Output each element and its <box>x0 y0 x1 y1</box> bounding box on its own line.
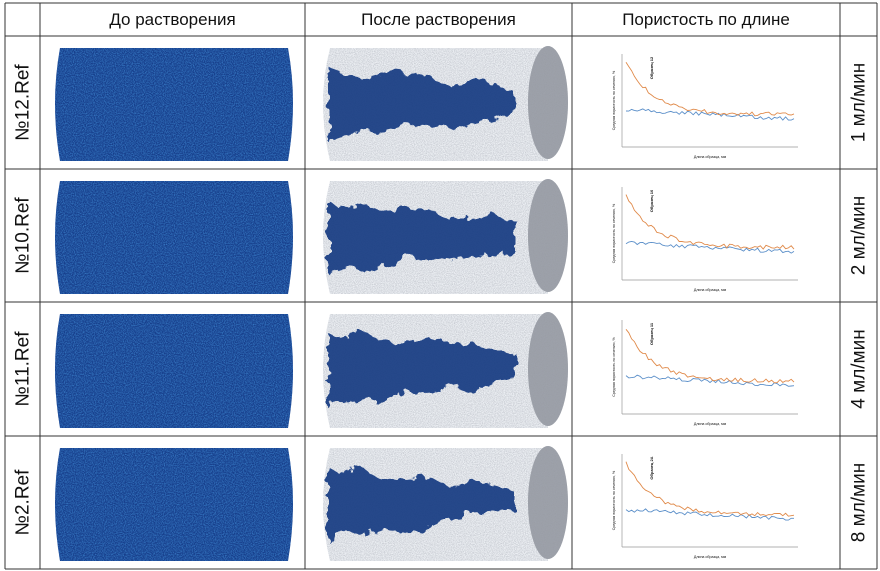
sample-label: №11.Ref <box>13 331 34 407</box>
curve-before <box>625 108 795 121</box>
curve-after <box>625 62 795 117</box>
column-header: До растворения <box>109 10 235 29</box>
flow-rate-label: 1 мл/мин <box>849 63 870 142</box>
chart-annotation: Образец 2А <box>649 456 654 479</box>
curve-before <box>625 374 795 387</box>
flow-rate-label: 8 мл/мин <box>849 463 870 542</box>
chart-x-label: Длина образца, мм <box>694 288 727 292</box>
curve-before <box>625 508 794 521</box>
cylinder-texture <box>55 48 293 161</box>
wormhole <box>328 199 516 276</box>
flow-rate-label: 4 мл/мин <box>849 329 870 408</box>
column-header: После растворения <box>361 10 516 29</box>
cylinder-texture <box>55 181 293 294</box>
cylinder-end-texture <box>528 46 568 159</box>
chart-annotation: Образец 10 <box>649 189 654 212</box>
column-header: Пористость по длине <box>622 10 790 29</box>
flow-rate-label: 2 мл/мин <box>849 196 870 275</box>
cylinder-end-texture <box>528 446 568 559</box>
sample-label: №10.Ref <box>13 197 34 274</box>
chart-x-label: Длина образца, мм <box>694 555 727 559</box>
sample-label: №2.Ref <box>13 469 34 536</box>
curve-after <box>625 329 795 384</box>
cylinder-texture <box>55 314 293 428</box>
chart-annotation: Образец 12 <box>649 56 654 79</box>
sample-row: №12.Ref 1 мл/мин Средняя пористость по сеч… <box>13 46 870 161</box>
chart-y-label: Средняя пористость по сечению, % <box>612 336 616 396</box>
curve-after <box>625 461 795 517</box>
chart-y-label: Средняя пористость по сечению, % <box>612 470 616 530</box>
sample-label: №12.Ref <box>13 64 34 141</box>
curve-before <box>625 240 795 254</box>
cylinder-end-texture <box>528 179 568 292</box>
sample-row: №11.Ref 4 мл/мин Средняя пористость по сеч… <box>13 312 870 428</box>
chart-y-label: Средняя пористость по сечению, % <box>612 203 616 263</box>
chart-x-label: Длина образца, мм <box>694 422 727 426</box>
chart-x-label: Длина образца, мм <box>694 155 727 159</box>
chart-y-label: Средняя пористость по сечению, % <box>612 70 616 130</box>
sample-row: №2.Ref 8 мл/мин Средняя пористость по сече… <box>13 446 870 561</box>
wormhole <box>328 66 516 143</box>
sample-row: №10.Ref 2 мл/мин Средняя пористость по сеч… <box>13 179 870 294</box>
curve-after <box>625 194 795 250</box>
cylinder-texture <box>55 448 293 561</box>
chart-annotation: Образец 11 <box>649 322 654 345</box>
wormhole <box>328 466 516 543</box>
cylinder-end-texture <box>528 312 568 426</box>
wormhole <box>328 332 516 409</box>
